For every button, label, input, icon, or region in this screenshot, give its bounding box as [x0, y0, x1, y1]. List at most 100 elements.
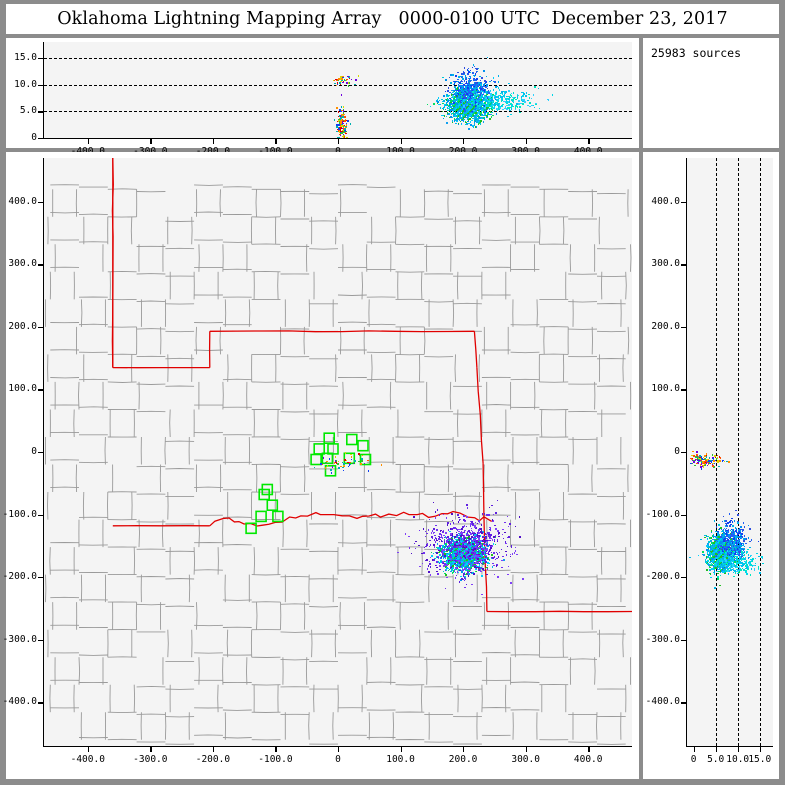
lightning-source: [460, 109, 463, 112]
lightning-source: [340, 117, 342, 120]
x-tick: [463, 138, 465, 144]
lightning-source: [496, 96, 499, 98]
lightning-source: [457, 112, 459, 114]
lightning-source: [342, 110, 345, 112]
lightning-source: [492, 93, 494, 96]
lightning-source: [468, 114, 470, 116]
lightning-source: [446, 104, 449, 106]
lightning-source: [469, 100, 472, 103]
lightning-source: [491, 109, 494, 112]
county-border: [194, 184, 223, 186]
lightning-source: [474, 86, 476, 88]
lightning-source: [457, 101, 460, 103]
lightning-source: [454, 110, 457, 112]
lightning-source: [454, 115, 457, 117]
lma-station-marker: [345, 433, 358, 446]
lightning-source: [465, 110, 468, 112]
lightning-source: [457, 85, 460, 87]
lightning-source: [460, 88, 462, 90]
lightning-source: [503, 95, 505, 97]
lightning-source: [462, 112, 465, 115]
lightning-source: [445, 99, 448, 101]
lightning-source: [464, 87, 467, 89]
county-border: [337, 542, 367, 544]
lightning-source: [466, 111, 468, 114]
lightning-source: [477, 119, 479, 121]
lightning-source: [452, 100, 454, 103]
lightning-source: [486, 108, 489, 111]
lightning-source: [472, 91, 474, 93]
lightning-source: [341, 132, 343, 134]
lightning-source: [506, 515, 509, 518]
sources-count-label: 25983 sources: [651, 46, 742, 60]
lightning-source: [464, 116, 466, 119]
lightning-source: [453, 120, 456, 122]
lightning-source: [453, 113, 456, 115]
county-border: [256, 602, 258, 630]
lightning-source: [460, 118, 462, 121]
lightning-source: [436, 552, 438, 554]
lightning-source: [344, 116, 346, 118]
lightning-source: [455, 105, 457, 108]
lightning-source: [461, 112, 464, 114]
lightning-source: [345, 122, 348, 125]
lightning-source: [445, 102, 448, 105]
lightning-source: [469, 118, 471, 120]
lightning-source: [457, 107, 459, 110]
lightning-source: [338, 115, 341, 117]
lightning-source: [488, 105, 490, 108]
county-border: [428, 574, 430, 603]
lightning-source: [518, 109, 521, 111]
lightning-source: [515, 105, 517, 107]
lightning-source: [460, 123, 463, 126]
lightning-source: [529, 102, 531, 104]
map-vector-layer: [44, 158, 632, 745]
lightning-source: [464, 108, 467, 110]
lightning-source: [532, 104, 535, 106]
lightning-source: [341, 127, 343, 130]
lightning-source: [455, 122, 457, 124]
lightning-source: [456, 88, 458, 90]
county-border: [627, 326, 630, 355]
lightning-source: [442, 102, 444, 105]
lightning-source: [461, 76, 463, 78]
lightning-source: [464, 121, 467, 123]
lightning-source: [478, 116, 481, 118]
lightning-source: [527, 104, 529, 107]
lightning-source: [458, 119, 460, 121]
lightning-source: [463, 89, 465, 92]
lightning-source: [459, 115, 461, 118]
county-border: [481, 486, 511, 489]
lightning-source: [426, 532, 428, 535]
county-border: [303, 464, 306, 493]
lightning-source: [464, 89, 466, 91]
lightning-source: [472, 102, 474, 104]
county-border: [251, 216, 281, 218]
lightning-source: [339, 118, 341, 121]
lightning-source: [498, 89, 501, 91]
lightning-source: [345, 79, 347, 81]
lightning-source: [522, 578, 524, 580]
lightning-source: [477, 109, 479, 112]
lightning-source: [336, 124, 338, 126]
lightning-source: [518, 103, 521, 106]
lightning-source: [525, 92, 527, 94]
lightning-source: [463, 95, 465, 97]
lightning-source: [456, 104, 458, 106]
lightning-source: [466, 123, 468, 125]
lightning-source: [469, 104, 471, 106]
lightning-source: [451, 96, 453, 99]
lightning-source: [431, 555, 433, 557]
lightning-source: [522, 99, 524, 101]
county-border: [107, 188, 137, 190]
lightning-source: [479, 97, 481, 100]
lightning-source: [456, 117, 458, 120]
state-border-ok-ks: [209, 330, 475, 333]
lightning-source: [339, 132, 342, 135]
lightning-source: [464, 95, 466, 98]
lightning-source: [343, 120, 345, 123]
lightning-source: [335, 84, 338, 86]
lightning-source: [456, 564, 459, 567]
lightning-source: [457, 104, 460, 106]
lightning-source: [451, 109, 453, 111]
